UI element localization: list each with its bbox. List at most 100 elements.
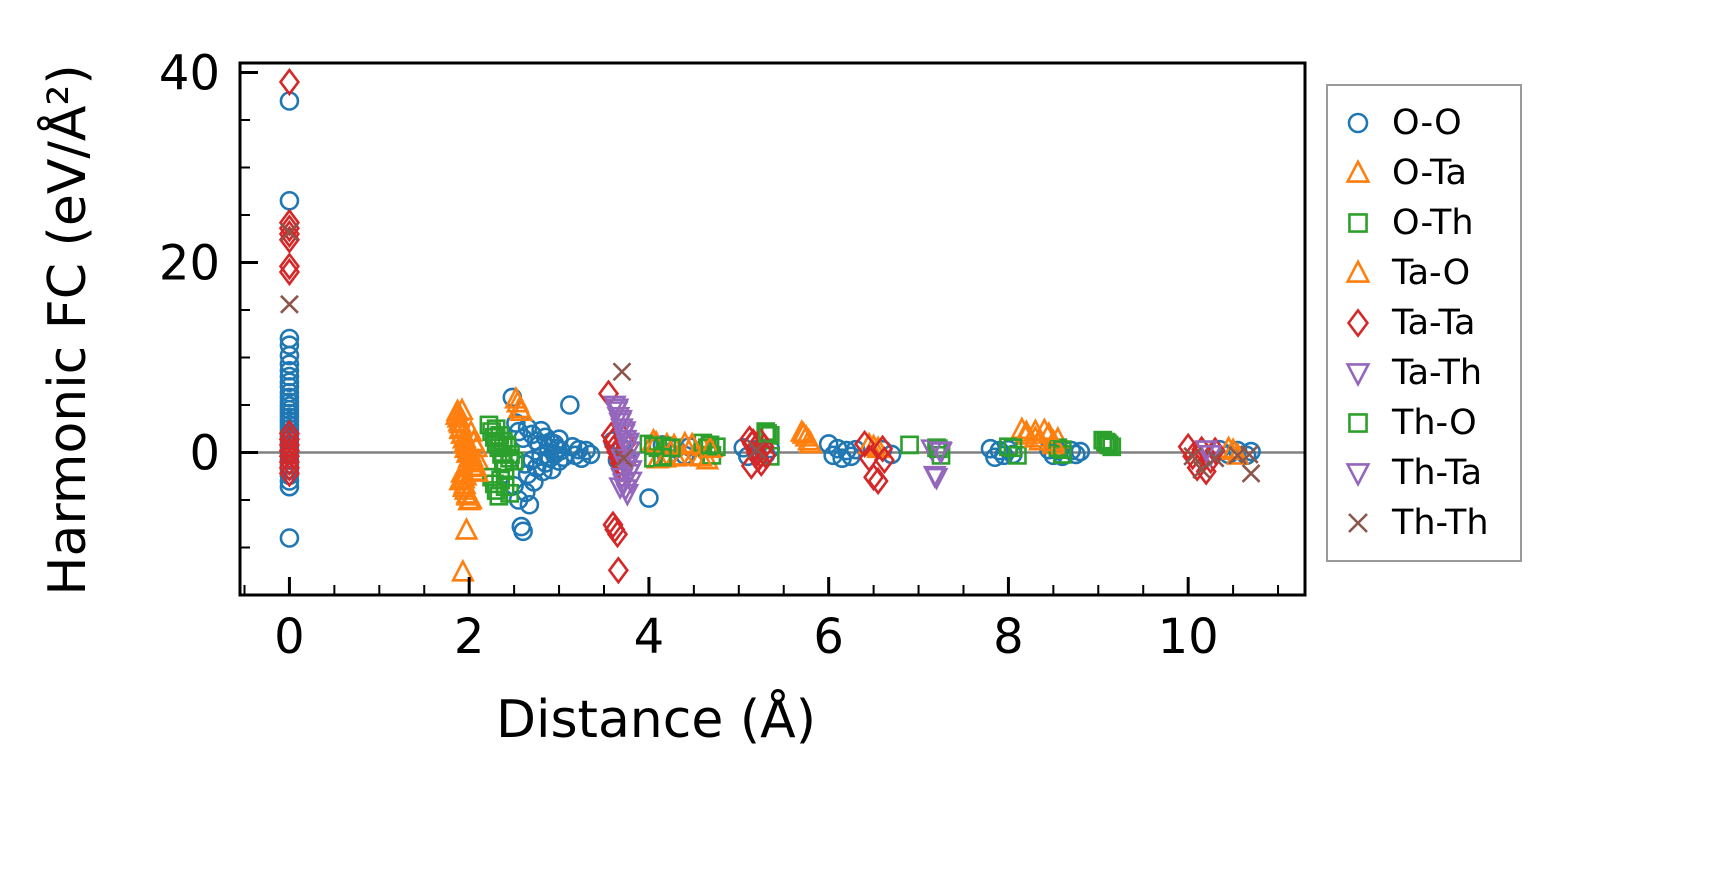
marker-square [1348,213,1368,233]
x-tick-label: 0 [274,609,305,665]
data-point [580,444,601,465]
data-point [900,435,919,455]
data-point [484,474,504,494]
data-point [1241,463,1261,483]
data-point [280,294,299,314]
data-point [278,225,300,254]
legend-marker-triangle-down-icon [1345,463,1371,488]
series-O-O [279,91,1261,548]
x-axis-label: Distance (Å) [495,690,817,750]
data-point [796,427,821,451]
legend-item-ta-o: Ta-O [1338,248,1510,298]
data-point [560,395,580,415]
legend-item-th-ta: Th-Ta [1338,448,1510,498]
y-tick-label: 20 [159,236,220,292]
legend-label: O-Th [1392,203,1474,243]
data-point [569,439,589,460]
legend-item-ta-th: Ta-Th [1338,348,1510,398]
data-point [1070,441,1091,462]
data-point [1205,448,1225,468]
data-point [680,431,704,455]
data-point [867,466,889,496]
data-point [501,445,520,464]
data-point [928,441,953,465]
data-point [616,432,641,456]
data-point [614,448,634,468]
marker-triangle-down [1345,463,1371,488]
legend-label: Ta-Ta [1392,303,1476,343]
data-point [854,429,876,459]
legend-item-o-th: O-Th [1338,198,1510,248]
data-point [1182,442,1204,471]
legend-marker-square-icon [1348,213,1368,233]
x-tick-label: 2 [454,609,485,665]
legend-marker-circle-icon [1347,112,1369,134]
data-point [608,477,633,501]
legend-marker-diamond-icon [1346,308,1370,338]
data-point [863,463,885,492]
data-point [1177,432,1199,461]
legend-marker-x-icon [1348,513,1368,533]
legend-marker-square-icon [1348,413,1368,433]
legend-label: Th-Th [1392,503,1489,543]
data-point [845,439,866,460]
data-point [278,219,300,249]
data-point [576,440,596,461]
data-point [506,413,526,433]
marker-triangle-down [1345,363,1371,388]
legend-label: O-Ta [1392,153,1467,193]
x-tick-label: 10 [1158,609,1219,665]
data-point [602,510,624,539]
data-point [662,438,681,458]
y-tick-label: 0 [189,426,220,482]
data-point [1192,460,1212,480]
plot-border [238,61,1307,597]
legend-label: O-O [1392,103,1462,143]
data-point [1239,444,1259,464]
data-point [750,448,772,478]
data-point [1009,416,1034,440]
data-point [495,477,515,497]
data-point [1096,432,1115,452]
legend-item-th-th: Th-Th [1338,498,1510,548]
data-point [639,488,659,508]
x-tick-label: 8 [993,609,1024,665]
data-point [278,459,300,488]
data-point [606,520,629,549]
y-axis-label: Harmonic FC (eV/Å²) [38,64,98,596]
data-point [1198,445,1223,468]
data-point [280,222,299,242]
data-point [922,465,947,489]
marker-circle [1347,112,1369,134]
series-Th-Th [280,222,1261,483]
data-point [605,398,630,422]
data-point [1225,441,1250,465]
data-point [1032,417,1057,441]
legend-label: Th-O [1392,403,1477,443]
data-point [612,421,637,445]
legend-item-o-ta: O-Ta [1338,148,1510,198]
legend-item-th-o: Th-O [1338,398,1510,448]
data-point [619,471,643,495]
marker-triangle-up [1345,158,1371,183]
marker-x [1348,513,1368,533]
data-point [465,459,490,482]
marker-diamond [1346,308,1370,338]
x-tick-label: 4 [634,609,665,665]
data-point [747,440,767,460]
data-point [279,528,300,548]
data-point [698,435,722,459]
data-point [459,486,483,510]
data-point [1099,435,1119,455]
data-point [278,208,300,237]
data-point [278,447,300,477]
marker-triangle-up [1345,258,1371,283]
legend-item-ta-ta: Ta-Ta [1338,298,1510,348]
data-point [450,397,474,421]
marker-square [1348,413,1368,433]
data-point [1102,437,1122,457]
data-point [278,252,300,281]
legend: O-O O-Ta O-Th Ta-O Ta-Ta Ta-Th Th-O Th-Ta Th-Th [1326,84,1522,562]
data-point [1023,424,1048,448]
